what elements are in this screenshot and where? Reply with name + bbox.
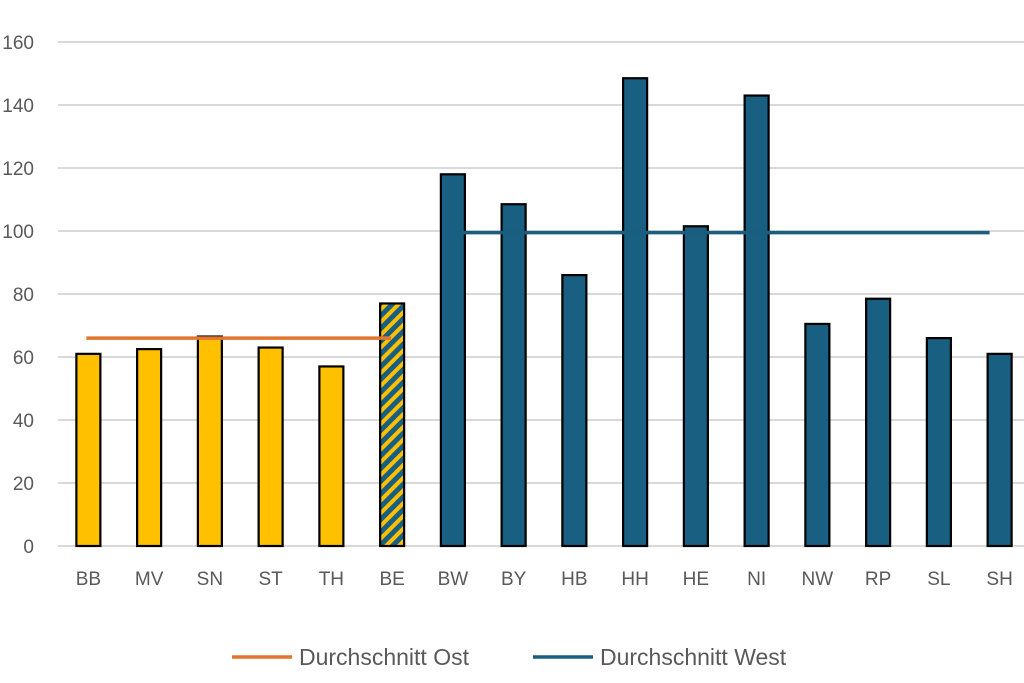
x-tick-label: HH	[621, 569, 648, 590]
x-tick-label: BW	[438, 569, 469, 590]
x-tick-label: SN	[197, 569, 223, 590]
bar-mv	[136, 348, 163, 548]
y-tick-label: 40	[13, 411, 34, 432]
y-tick-label: 20	[13, 474, 34, 495]
x-tick-label: ST	[258, 569, 283, 590]
x-tick-label: BB	[76, 569, 101, 590]
y-axis-ticks: 0 20 40 60 80 100 120 140 160	[2, 33, 34, 558]
bar-be	[379, 302, 406, 548]
bar-bw	[439, 173, 466, 548]
x-tick-label: SH	[986, 569, 1012, 590]
bar-hb	[561, 274, 588, 548]
x-tick-label: NI	[747, 569, 766, 590]
x-tick-label: NW	[802, 569, 834, 590]
bar-th	[318, 365, 345, 548]
x-tick-label: HE	[683, 569, 709, 590]
legend-label: Durchschnitt West	[600, 644, 787, 670]
bar-sh	[986, 352, 1013, 548]
bar-sl	[925, 337, 952, 548]
legend: Durchschnitt Ost Durchschnitt West	[232, 644, 787, 670]
x-tick-label: SL	[927, 569, 950, 590]
y-tick-label: 120	[2, 159, 34, 180]
y-tick-label: 140	[2, 96, 34, 117]
bar-sn	[196, 335, 223, 548]
y-tick-label: 60	[13, 348, 34, 369]
bar-ni	[743, 94, 770, 548]
y-tick-label: 80	[13, 285, 34, 306]
bar-nw	[804, 322, 831, 548]
bar-rp	[865, 297, 892, 548]
x-axis-ticks: BB MV SN ST TH BE BW BY HB HH HE NI NW RP SL SH	[76, 569, 1013, 590]
x-tick-label: BY	[501, 569, 527, 590]
bar-bb	[75, 352, 102, 548]
bar-hh	[622, 77, 649, 548]
bars	[75, 77, 1013, 548]
y-tick-label: 100	[2, 222, 34, 243]
average-lines	[86, 230, 990, 340]
bar-by	[500, 203, 527, 548]
x-tick-label: RP	[865, 569, 891, 590]
legend-label: Durchschnitt Ost	[299, 644, 470, 670]
x-tick-label: TH	[319, 569, 344, 590]
x-tick-label: MV	[135, 569, 164, 590]
y-tick-label: 160	[2, 33, 34, 54]
bar-st	[257, 346, 284, 548]
bar-he	[682, 225, 709, 548]
y-tick-label: 0	[23, 537, 34, 558]
x-tick-label: HB	[561, 569, 587, 590]
x-tick-label: BE	[379, 569, 404, 590]
